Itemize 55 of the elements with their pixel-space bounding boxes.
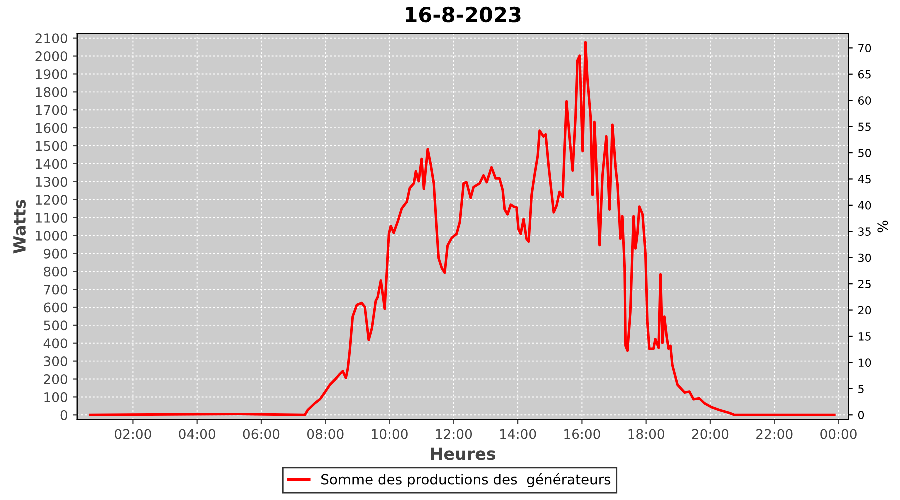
- y-tick-label: 1000: [36, 230, 68, 241]
- y-tick-label: 600: [44, 302, 68, 313]
- y-tick-label: 1600: [36, 123, 68, 134]
- y-tick-label: 500: [44, 320, 68, 331]
- line-series: [88, 41, 836, 416]
- y2-tick-label: 15: [858, 332, 871, 341]
- y2-tick-label: 30: [858, 254, 872, 262]
- y-tick-label: 1100: [36, 213, 68, 223]
- y-axis-title: Watts: [14, 200, 26, 254]
- y-tick-label: 1200: [36, 195, 68, 206]
- y2-tick-label: 20: [858, 306, 872, 315]
- x-axis-title: Heures: [431, 448, 496, 460]
- x-tick-label: 02:00: [115, 429, 152, 440]
- y-tick-label: 2000: [36, 52, 68, 62]
- y-tick-label: 1800: [36, 87, 68, 98]
- x-tick-label: 08:00: [307, 429, 344, 440]
- y-tick-label: 1300: [36, 177, 68, 188]
- y-tick-label: 200: [44, 374, 68, 384]
- x-tick-label: 22:00: [756, 429, 793, 440]
- x-tick-label: 18:00: [628, 429, 664, 440]
- y2-tick-label: 70: [858, 44, 872, 53]
- chart-title: 16-8-2023: [406, 6, 521, 23]
- y2-tick-label: 0: [858, 411, 864, 420]
- x-tick-label: 14:00: [500, 429, 536, 440]
- y-tick-label: 400: [44, 338, 68, 349]
- x-tick-label: 04:00: [179, 429, 216, 440]
- x-tick-label: 10:00: [372, 429, 408, 440]
- x-tick-label: 12:00: [436, 429, 472, 440]
- legend-label: Somme des productions des générateurs: [322, 474, 611, 488]
- y-tick-label: 300: [44, 356, 68, 367]
- x-tick-label: 16:00: [564, 429, 600, 440]
- y-tick-label: 900: [44, 248, 68, 259]
- x-tick-label: 20:00: [692, 429, 729, 440]
- y2-tick-label: 45: [858, 175, 871, 184]
- x-tick-label: 00:00: [820, 429, 857, 440]
- y2-tick-label: 35: [858, 228, 871, 236]
- y2-tick-label: 65: [858, 70, 871, 79]
- y2-tick-label: 10: [858, 358, 872, 368]
- y2-tick-label: 60: [858, 96, 872, 105]
- y2-axis-title: %: [878, 220, 888, 233]
- y2-tick-label: 25: [858, 280, 871, 288]
- y-tick-label: 1400: [36, 159, 68, 170]
- y-tick-label: 1900: [36, 69, 68, 80]
- x-tick-label: 06:00: [243, 429, 280, 440]
- y2-tick-label: 5: [858, 385, 864, 394]
- y-tick-label: 1500: [36, 141, 68, 152]
- y-tick-label: 100: [44, 392, 68, 402]
- y2-tick-label: 55: [858, 122, 871, 132]
- y2-tick-label: 40: [858, 201, 872, 210]
- y-tick-label: 800: [44, 266, 68, 277]
- y2-tick-label: 50: [858, 148, 872, 158]
- y-tick-label: 2100: [36, 34, 68, 44]
- y-tick-label: 0: [60, 410, 68, 420]
- y-tick-label: 700: [44, 284, 68, 295]
- y-tick-label: 1700: [36, 105, 68, 116]
